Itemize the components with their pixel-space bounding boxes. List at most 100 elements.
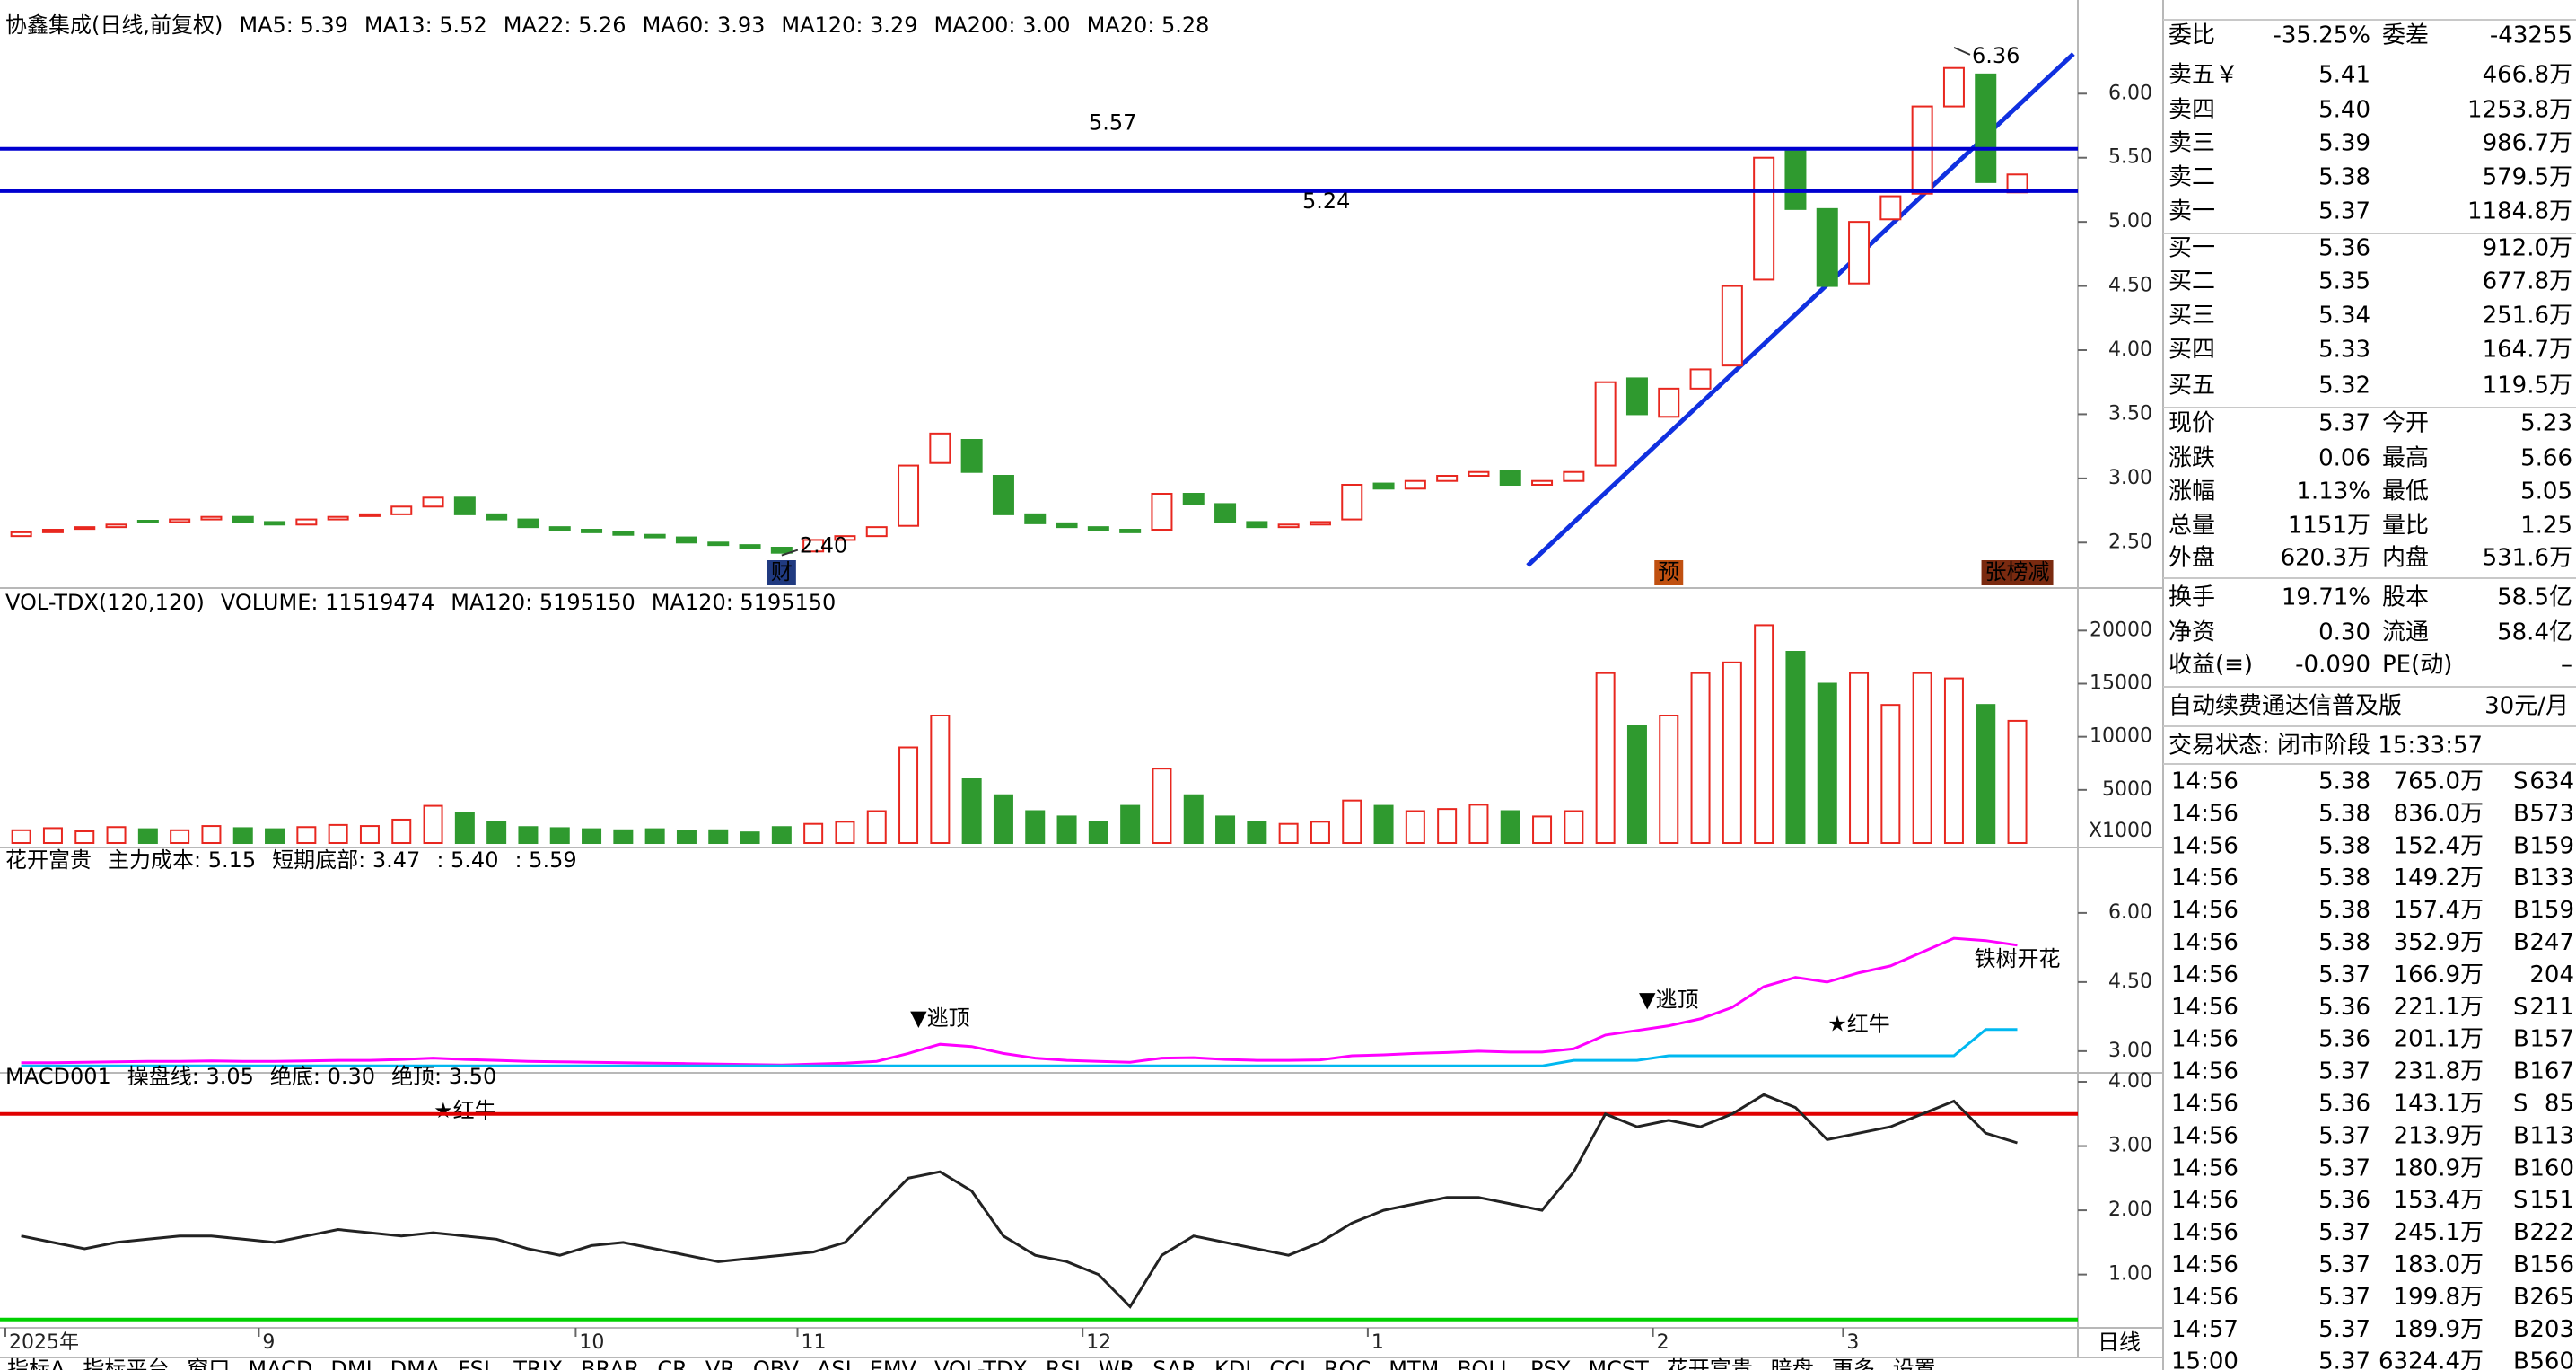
- quote-label: 外盘: [2169, 545, 2215, 572]
- candle: [264, 521, 286, 526]
- tab[interactable]: CR: [657, 1357, 687, 1370]
- tab[interactable]: 指标平台: [83, 1357, 169, 1370]
- candle: [707, 541, 730, 547]
- candle: [1309, 521, 1331, 526]
- tab[interactable]: WR: [1099, 1357, 1135, 1370]
- y-tick-label: 2.00: [2108, 1199, 2152, 1221]
- tab[interactable]: VR: [705, 1357, 735, 1370]
- candle: [1277, 523, 1300, 529]
- trade-time: 14:56: [2171, 1122, 2239, 1149]
- candle: [581, 529, 603, 533]
- quote-value: 58.5亿: [2497, 584, 2572, 611]
- candle: [136, 520, 159, 523]
- marker-label: 张榜减: [1985, 559, 2050, 584]
- ask-price: 5.37: [2318, 198, 2370, 225]
- tab[interactable]: 设置: [1893, 1357, 1936, 1370]
- ask-volume: 579.5万: [2483, 164, 2572, 191]
- tab[interactable]: ROC: [1324, 1357, 1371, 1370]
- trade-side: B: [2513, 1284, 2529, 1311]
- volume-bar: [1120, 804, 1141, 844]
- tab[interactable]: SAR: [1152, 1357, 1196, 1370]
- tab[interactable]: 暗盘: [1771, 1357, 1814, 1370]
- quote-label: 收益(≡): [2169, 652, 2253, 679]
- ask-label: 卖五￥: [2169, 62, 2239, 89]
- trade-volume: 201.1万: [2394, 1026, 2484, 1053]
- tab[interactable]: 指标A: [7, 1357, 66, 1370]
- trade-price: 5.36: [2318, 1187, 2370, 1214]
- tab[interactable]: DMA: [390, 1357, 441, 1370]
- trade-volume: 189.9万: [2394, 1316, 2484, 1343]
- trade-time: 14:56: [2171, 897, 2239, 924]
- trade-price: 5.37: [2318, 962, 2370, 988]
- trade-side: B: [2513, 832, 2529, 859]
- quote-value: 0.30: [2318, 619, 2370, 646]
- tab[interactable]: KDJ: [1214, 1357, 1251, 1370]
- period-label[interactable]: 日线: [2098, 1330, 2141, 1355]
- volume-bar: [1183, 794, 1204, 844]
- quote-value: -43255: [2490, 22, 2572, 49]
- indicator-label: 主力成本: 5.15: [108, 847, 256, 873]
- candle: [644, 533, 666, 539]
- candle: [548, 526, 571, 531]
- volume-bar: [454, 812, 475, 844]
- tab[interactable]: BOLL: [1457, 1357, 1512, 1370]
- trade-time: 14:56: [2171, 962, 2239, 988]
- indicator-label: MA120: 5195150: [652, 590, 837, 615]
- tab[interactable]: OBV: [753, 1357, 800, 1370]
- tab[interactable]: EMV: [870, 1357, 917, 1370]
- candle: [770, 547, 793, 554]
- bid-label: 买二: [2169, 268, 2215, 295]
- tab[interactable]: MCST: [1588, 1357, 1649, 1370]
- quote-label: 总量: [2169, 513, 2215, 540]
- candle: [169, 518, 191, 523]
- quote-value: 5.66: [2520, 445, 2572, 472]
- tab[interactable]: DMI: [330, 1357, 372, 1370]
- tab[interactable]: MACD: [248, 1357, 312, 1370]
- quote-value: 0.06: [2318, 445, 2370, 472]
- candle: [612, 531, 635, 536]
- volume-bar: [1500, 810, 1520, 844]
- trade-side: S: [2513, 768, 2528, 795]
- candle: [1879, 195, 1902, 221]
- bid-price: 5.34: [2318, 303, 2370, 329]
- tab[interactable]: ASI: [817, 1357, 852, 1370]
- trade-side: B: [2513, 897, 2529, 924]
- tab[interactable]: TRIX: [513, 1357, 563, 1370]
- volume-bar: [708, 829, 729, 844]
- tab[interactable]: VOL-TDX: [934, 1357, 1028, 1370]
- trade-side: B: [2513, 1251, 2529, 1278]
- trade-volume: 199.8万: [2394, 1284, 2484, 1311]
- trade-price: 5.37: [2318, 1219, 2370, 1246]
- trade-time: 14:56: [2171, 1091, 2239, 1118]
- indicator-label: 绝顶: 3.50: [391, 1064, 496, 1089]
- tab[interactable]: PSY: [1530, 1357, 1571, 1370]
- candle: [1024, 513, 1047, 524]
- tab[interactable]: BRAR: [581, 1357, 639, 1370]
- candle: [517, 518, 539, 529]
- tab[interactable]: 花开富贵: [1667, 1357, 1753, 1370]
- candle: [1341, 484, 1363, 521]
- candle: [1246, 521, 1268, 529]
- trade-time: 14:56: [2171, 865, 2239, 891]
- ask-volume: 466.8万: [2483, 62, 2572, 89]
- candle: [1531, 479, 1554, 487]
- trade-count: 159: [2529, 897, 2574, 924]
- tab[interactable]: FSL: [458, 1357, 496, 1370]
- tab[interactable]: MTM: [1389, 1357, 1439, 1370]
- tab[interactable]: RSI: [1046, 1357, 1081, 1370]
- trade-price: 5.37: [2318, 1251, 2370, 1278]
- candle: [1689, 368, 1712, 390]
- x-tick-label: 2: [1657, 1331, 1669, 1354]
- indicator-label: MA120: 3.29: [781, 13, 917, 38]
- volume-bar: [1215, 815, 1236, 845]
- volume-bar: [1278, 822, 1299, 845]
- quote-label: 涨跌: [2169, 445, 2215, 472]
- marker: [1654, 560, 1684, 585]
- trade-price: 5.37: [2318, 1348, 2370, 1370]
- tab[interactable]: CCI: [1269, 1357, 1306, 1370]
- tab[interactable]: 窗口: [187, 1357, 230, 1370]
- trade-volume: 352.9万: [2394, 929, 2484, 956]
- ask-volume: 1184.8万: [2467, 198, 2572, 225]
- volume-bar: [1025, 810, 1046, 844]
- tab[interactable]: 更多: [1832, 1357, 1875, 1370]
